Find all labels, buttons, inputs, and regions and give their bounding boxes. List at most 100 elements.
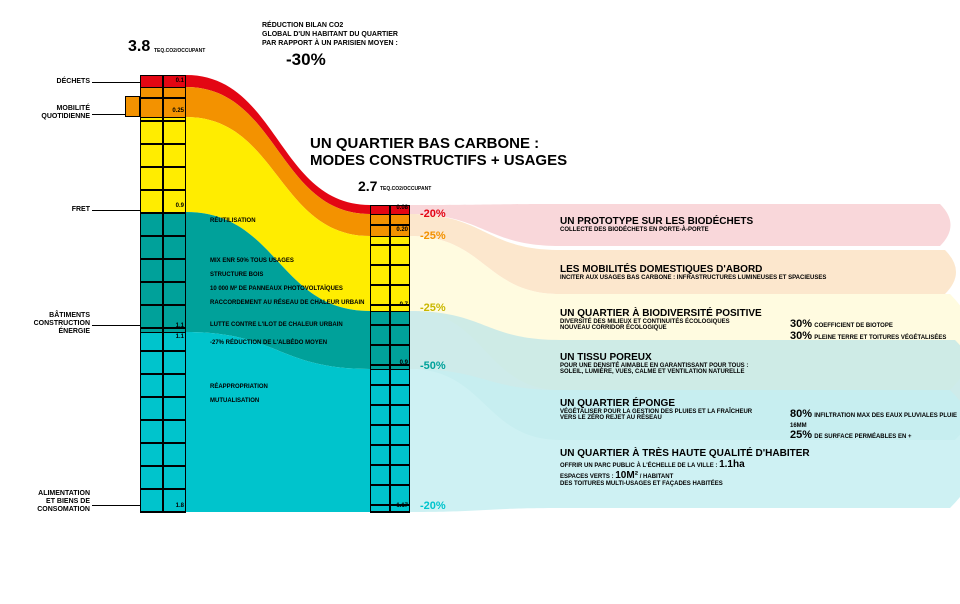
- grid-cell: [163, 374, 186, 397]
- main-title-l1: UN QUARTIER BAS CARBONE :: [310, 135, 539, 152]
- grid-cell: [370, 405, 390, 425]
- grid-cell: [390, 265, 410, 285]
- bullet: LUTTE CONTRE L'ILOT DE CHALEUR URBAIN: [210, 322, 343, 328]
- theme-block: UN TISSU POREUXPOUR UNE DENSITÉ AIMABLE …: [560, 352, 960, 375]
- grid-cell: [370, 345, 390, 365]
- grid-cell: [163, 190, 186, 213]
- guide-line: [92, 325, 140, 326]
- reduction-pct: -50%: [420, 360, 446, 372]
- grid-cell: [370, 205, 390, 225]
- grid-cell: [370, 285, 390, 305]
- grid-cell: [390, 345, 410, 365]
- grid-cell: [140, 121, 163, 144]
- grid-cell: [140, 167, 163, 190]
- cat-mobilite-l1: MOBILITÉ: [30, 105, 90, 112]
- theme-metrics: 30% COEFFICIENT DE BIOTOPE30% PLEINE TER…: [790, 318, 960, 342]
- right-total-unit: TEQ.CO2/OCCUPANT: [380, 186, 431, 192]
- grid-cell: [140, 374, 163, 397]
- grid-cell: [370, 325, 390, 345]
- grid-cell: [140, 328, 163, 351]
- grid-cell: [390, 305, 410, 325]
- grid-cell: [390, 425, 410, 445]
- cat-fret: FRET: [30, 206, 90, 213]
- grid-cell: [163, 282, 186, 305]
- grid-cell: [163, 466, 186, 489]
- reduction-pct: -25%: [420, 302, 446, 314]
- right-total-value: 2.7: [358, 178, 377, 194]
- grid-cell: [140, 282, 163, 305]
- mobilite-offset: [125, 96, 140, 117]
- grid-cell: [163, 98, 186, 121]
- grid-cell: [390, 225, 410, 245]
- grid-cell: [370, 445, 390, 465]
- grid-cell: [163, 213, 186, 236]
- theme-sub: SOLEIL, LUMIÈRE, VUES, CALME ET VENTILAT…: [560, 369, 960, 375]
- subtitle-l2: GLOBAL D'UN HABITANT DU QUARTIER: [262, 31, 398, 38]
- grid-cell: [370, 225, 390, 245]
- grid-cell: [390, 365, 410, 385]
- theme-block: UN QUARTIER À TRÈS HAUTE QUALITÉ D'HABIT…: [560, 448, 960, 487]
- cat-alim-l1: ALIMENTATION: [30, 490, 90, 497]
- grid-cell: [163, 259, 186, 282]
- header-reduction: -30%: [286, 50, 326, 70]
- grid-cell: [163, 144, 186, 167]
- main-title-l2: MODES CONSTRUCTIFS + USAGES: [310, 152, 567, 169]
- grid-cell: [390, 505, 410, 512]
- cat-bat-l3: ÉNERGIE: [30, 328, 90, 335]
- reduction-pct: -20%: [420, 208, 446, 220]
- left-total-unit: TEQ.CO2/OCCUPANT: [154, 48, 205, 54]
- grid-cell: [163, 397, 186, 420]
- cat-dechets: DÉCHETS: [30, 78, 90, 85]
- theme-sub: ESPACES VERTS : 10M² / HABITANT: [560, 470, 960, 481]
- theme-sub: DES TOITURES MULTI-USAGES ET FAÇADES HAB…: [560, 481, 960, 487]
- reduction-pct: -25%: [420, 230, 446, 242]
- grid-cell: [370, 505, 390, 512]
- grid-cell: [370, 425, 390, 445]
- grid-cell: [163, 305, 186, 328]
- grid-cell: [140, 305, 163, 328]
- cat-alim-l3: CONSOMATION: [30, 506, 90, 513]
- theme-metrics: 80% INFILTRATION MAX DES EAUX PLUVIALES …: [790, 408, 960, 441]
- theme-sub: INCITER AUX USAGES BAS CARBONE : INFRAST…: [560, 275, 960, 281]
- grid-cell: [370, 305, 390, 325]
- grid-cell: [390, 405, 410, 425]
- grid-cell: [370, 385, 390, 405]
- grid-cell: [390, 205, 410, 225]
- grid-cell: [390, 445, 410, 465]
- grid-cell: [370, 485, 390, 505]
- grid-cell: [140, 420, 163, 443]
- theme-title: LES MOBILITÉS DOMESTIQUES D'ABORD: [560, 264, 960, 275]
- grid-cell: [370, 465, 390, 485]
- grid-cell: [390, 285, 410, 305]
- grid-cell: [140, 351, 163, 374]
- grid-cell: [163, 75, 186, 98]
- grid-cell: [140, 144, 163, 167]
- cat-mobilite-l2: QUOTIDIENNE: [30, 113, 90, 120]
- reduction-pct: -20%: [420, 500, 446, 512]
- theme-sub: OFFRIR UN PARC PUBLIC À L'ÉCHELLE DE LA …: [560, 459, 960, 470]
- theme-sub: COLLECTE DES BIODÉCHETS EN PORTE-À-PORTE: [560, 227, 960, 233]
- grid-cell: [370, 265, 390, 285]
- cat-alim-l2: ET BIENS DE: [30, 498, 90, 505]
- theme-title: UN QUARTIER À TRÈS HAUTE QUALITÉ D'HABIT…: [560, 448, 960, 459]
- grid-cell: [163, 121, 186, 144]
- grid-cell: [140, 466, 163, 489]
- grid-cell: [390, 385, 410, 405]
- bullet: STRUCTURE BOIS: [210, 272, 263, 278]
- grid-cell: [140, 190, 163, 213]
- grid-cell: [140, 259, 163, 282]
- grid-cell: [390, 465, 410, 485]
- subtitle-l3: PAR RAPPORT À UN PARISIEN MOYEN :: [262, 40, 398, 47]
- grid-cell: [390, 485, 410, 505]
- grid-cell: [163, 167, 186, 190]
- grid-cell: [390, 325, 410, 345]
- grid-cell: [140, 236, 163, 259]
- grid-cell: [140, 98, 163, 121]
- grid-cell: [163, 489, 186, 512]
- grid-cell: [370, 365, 390, 385]
- bullet: RÉUTILISATION: [210, 218, 256, 224]
- grid-cell: [140, 397, 163, 420]
- grid-cell: [163, 328, 186, 351]
- guide-line: [92, 505, 140, 506]
- guide-line: [92, 114, 125, 115]
